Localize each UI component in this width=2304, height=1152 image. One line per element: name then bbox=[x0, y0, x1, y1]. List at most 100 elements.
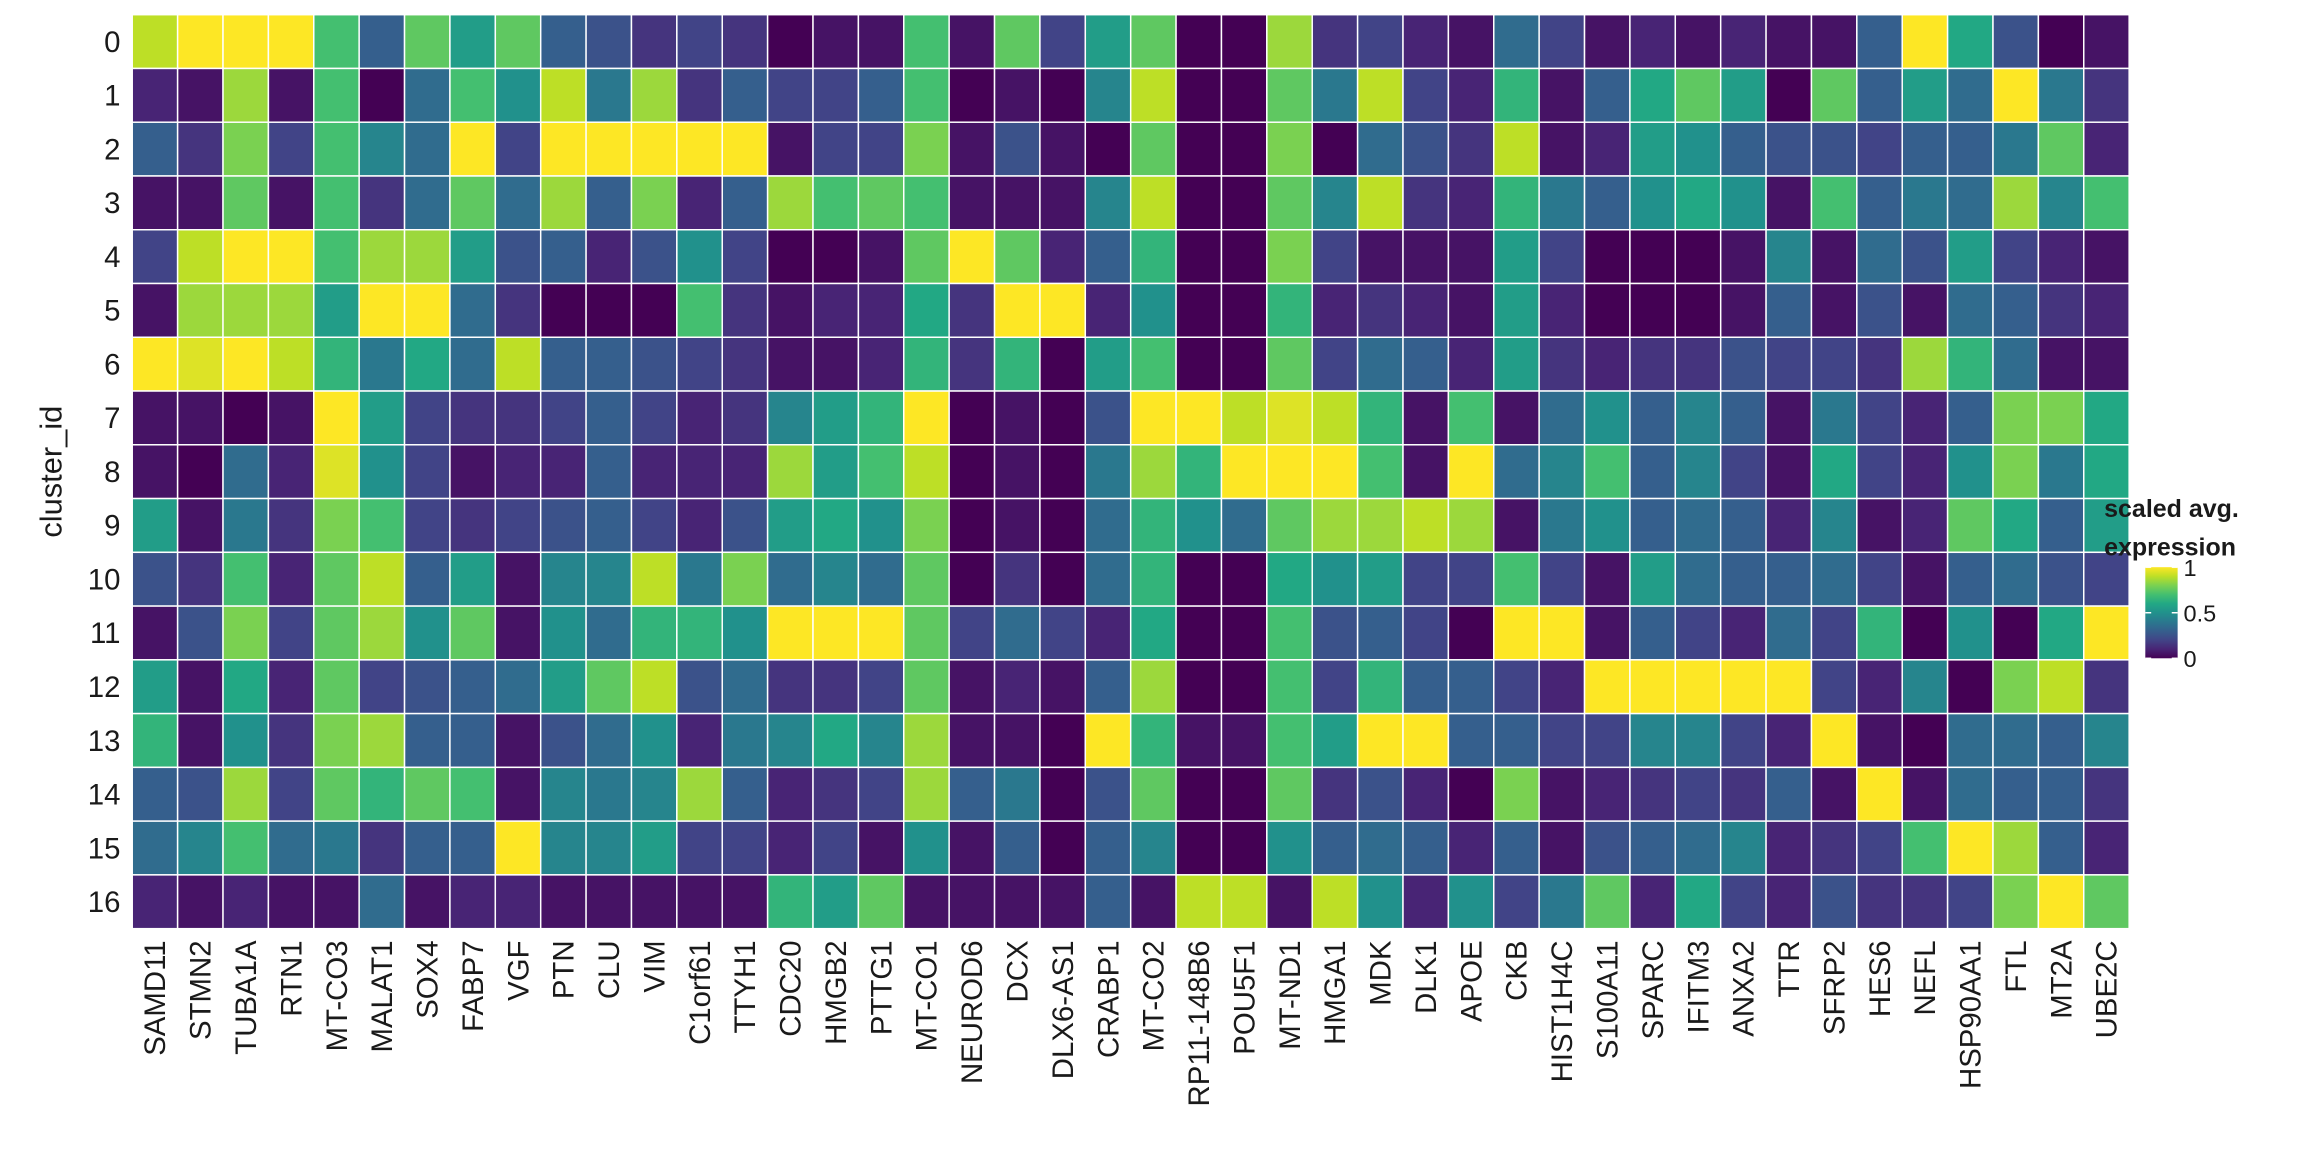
cell bbox=[1992, 874, 2040, 930]
cell bbox=[1810, 712, 1858, 769]
cell bbox=[630, 282, 678, 339]
cell bbox=[1629, 121, 1677, 177]
cell bbox=[1856, 444, 1903, 500]
cell bbox=[857, 67, 905, 123]
cell bbox=[857, 390, 905, 446]
cell bbox=[1629, 282, 1677, 339]
cell bbox=[1719, 551, 1767, 607]
cell bbox=[1220, 67, 1268, 123]
cell bbox=[1311, 444, 1359, 500]
cell bbox=[2037, 874, 2085, 930]
cell bbox=[1266, 282, 1313, 339]
cell bbox=[1175, 551, 1223, 607]
cell bbox=[1856, 67, 1903, 123]
cell bbox=[358, 13, 406, 70]
cell bbox=[903, 121, 950, 177]
cell bbox=[1583, 712, 1631, 769]
cell bbox=[1084, 551, 1132, 607]
cell bbox=[1493, 766, 1540, 822]
x-tick-label: IFITM3 bbox=[1682, 940, 1715, 1033]
cell bbox=[2083, 444, 2130, 500]
cell bbox=[1856, 175, 1903, 231]
cell bbox=[766, 444, 814, 500]
cell bbox=[1129, 390, 1177, 446]
cell bbox=[1084, 605, 1132, 661]
cell bbox=[267, 444, 315, 500]
x-tick-label: FTL bbox=[2000, 940, 2033, 992]
cell bbox=[1356, 390, 1404, 446]
x-tick-label: UBE2C bbox=[2091, 940, 2124, 1038]
cell bbox=[1901, 175, 1949, 231]
cell bbox=[358, 229, 406, 285]
cell bbox=[676, 551, 723, 607]
cell bbox=[267, 121, 315, 177]
cell bbox=[1447, 121, 1495, 177]
cell bbox=[1039, 874, 1087, 930]
cell bbox=[1084, 497, 1132, 554]
cell bbox=[676, 820, 723, 876]
cell bbox=[993, 444, 1041, 500]
cell bbox=[1356, 766, 1404, 822]
cell bbox=[267, 390, 315, 446]
cell bbox=[1946, 282, 1994, 339]
cell bbox=[1629, 229, 1677, 285]
cell bbox=[766, 121, 814, 177]
cell bbox=[1901, 766, 1949, 822]
cell bbox=[267, 605, 315, 661]
cell bbox=[1719, 497, 1767, 554]
y-tick-label: 0 bbox=[104, 26, 120, 59]
cell bbox=[1220, 282, 1268, 339]
cell bbox=[1946, 121, 1994, 177]
cell bbox=[1220, 551, 1268, 607]
cell bbox=[313, 282, 360, 339]
cell bbox=[2083, 659, 2130, 715]
cell bbox=[1856, 282, 1903, 339]
cell bbox=[1719, 336, 1767, 392]
cell bbox=[1810, 13, 1858, 70]
cell bbox=[449, 820, 497, 876]
cell bbox=[1493, 497, 1540, 554]
cell bbox=[1175, 659, 1223, 715]
cell bbox=[948, 874, 996, 930]
cell bbox=[1356, 874, 1404, 930]
cell bbox=[358, 820, 406, 876]
cell bbox=[630, 121, 678, 177]
cell bbox=[1719, 874, 1767, 930]
cell bbox=[1402, 659, 1450, 715]
cell bbox=[1538, 497, 1586, 554]
cell bbox=[676, 497, 723, 554]
cell bbox=[1447, 175, 1495, 231]
cell bbox=[948, 67, 996, 123]
cell bbox=[1447, 444, 1495, 500]
cell bbox=[403, 282, 451, 339]
cell bbox=[1629, 336, 1677, 392]
y-tick-label: 13 bbox=[88, 725, 121, 758]
cell bbox=[539, 67, 587, 123]
cell bbox=[1583, 874, 1631, 930]
cell bbox=[131, 390, 179, 446]
cell bbox=[1402, 282, 1450, 339]
cell bbox=[1311, 712, 1359, 769]
x-tick-label: STMN2 bbox=[185, 940, 218, 1040]
cell bbox=[1674, 175, 1722, 231]
cell bbox=[313, 121, 360, 177]
cell bbox=[948, 820, 996, 876]
cell bbox=[1992, 605, 2040, 661]
cell bbox=[2037, 605, 2085, 661]
cell bbox=[1129, 229, 1177, 285]
cell bbox=[1901, 282, 1949, 339]
colorbar-tick-label: 0.5 bbox=[2184, 601, 2217, 627]
cell bbox=[676, 13, 723, 70]
cell bbox=[539, 766, 587, 822]
cell bbox=[1538, 874, 1586, 930]
cell bbox=[857, 766, 905, 822]
cell bbox=[313, 336, 360, 392]
cell bbox=[1175, 605, 1223, 661]
cell bbox=[1129, 121, 1177, 177]
cell bbox=[2083, 282, 2130, 339]
cell bbox=[948, 229, 996, 285]
y-tick-label: 11 bbox=[90, 617, 121, 650]
cell bbox=[676, 444, 723, 500]
cell bbox=[1175, 766, 1223, 822]
cell bbox=[1719, 605, 1767, 661]
